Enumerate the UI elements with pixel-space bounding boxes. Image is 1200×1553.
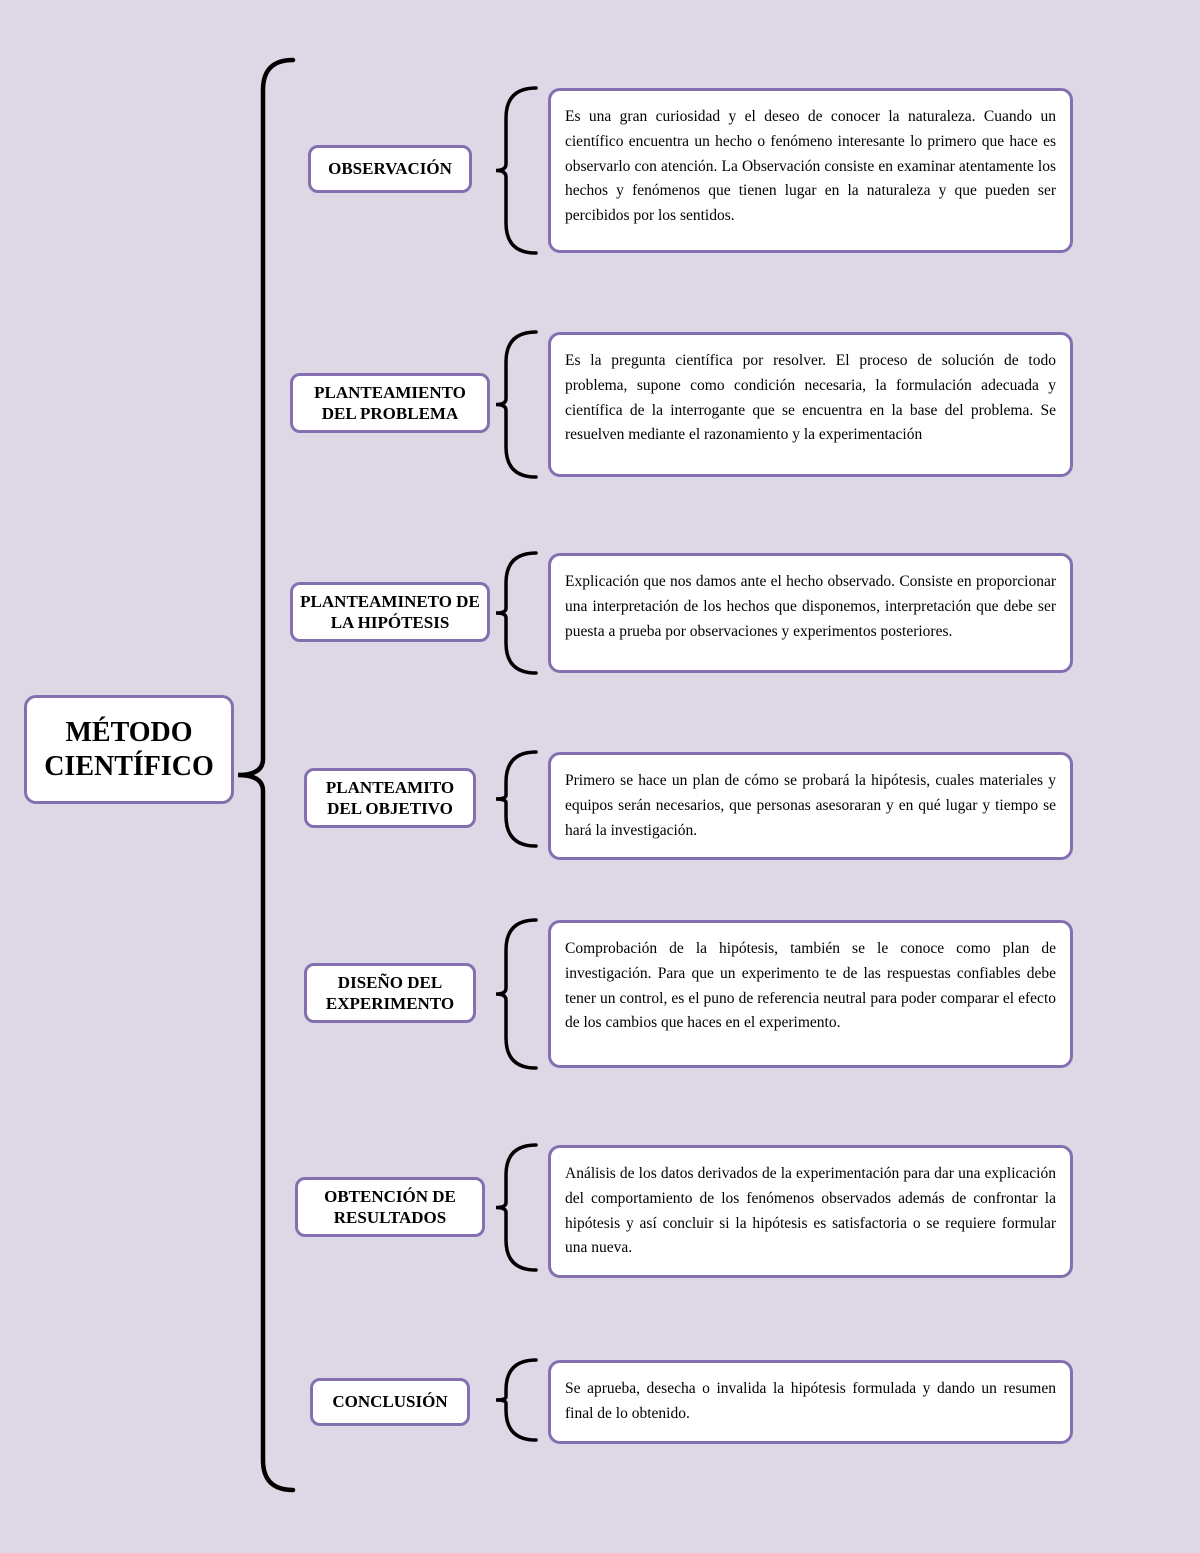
step-description: Comprobación de la hipótesis, también se… [548,920,1073,1068]
step-brace [496,1145,536,1270]
step-description: Análisis de los datos derivados de la ex… [548,1145,1073,1278]
step-label-text: OBTENCIÓN DE RESULTADOS [304,1186,476,1229]
main-title-box: MÉTODO CIENTÍFICO [24,695,234,804]
step-label-text: OBSERVACIÓN [328,158,452,179]
step-brace [496,920,536,1068]
step-description: Explicación que nos damos ante el hecho … [548,553,1073,673]
step-brace [496,752,536,846]
step-label: PLANTEAMIENTO DEL PROBLEMA [290,373,490,433]
step-label-text: PLANTEAMINETO DE LA HIPÓTESIS [299,591,481,634]
main-brace [238,60,293,1490]
step-brace [496,88,536,253]
step-label: DISEÑO DEL EXPERIMENTO [304,963,476,1023]
step-description: Es la pregunta científica por resolver. … [548,332,1073,477]
main-title: MÉTODO CIENTÍFICO [44,717,214,782]
step-label-text: PLANTEAMITO DEL OBJETIVO [313,777,467,820]
step-description: Es una gran curiosidad y el deseo de con… [548,88,1073,253]
step-brace [496,332,536,477]
step-label: CONCLUSIÓN [310,1378,470,1426]
step-label: OBTENCIÓN DE RESULTADOS [295,1177,485,1237]
step-label: OBSERVACIÓN [308,145,472,193]
step-label-text: PLANTEAMIENTO DEL PROBLEMA [299,382,481,425]
step-label-text: DISEÑO DEL EXPERIMENTO [313,972,467,1015]
step-label-text: CONCLUSIÓN [332,1391,447,1412]
step-description: Se aprueba, desecha o invalida la hipóte… [548,1360,1073,1444]
step-label: PLANTEAMITO DEL OBJETIVO [304,768,476,828]
step-description: Primero se hace un plan de cómo se proba… [548,752,1073,860]
step-brace [496,1360,536,1440]
step-label: PLANTEAMINETO DE LA HIPÓTESIS [290,582,490,642]
step-brace [496,553,536,673]
